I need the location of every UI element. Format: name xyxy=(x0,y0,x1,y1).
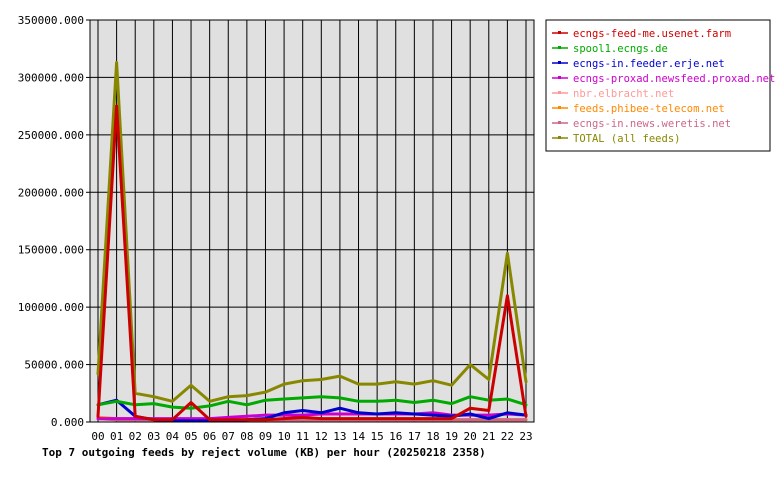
y-tick-label: 50000.000 xyxy=(24,359,84,372)
plot-background xyxy=(90,20,534,422)
x-tick-label: 05 xyxy=(184,430,197,443)
chart-title: Top 7 outgoing feeds by reject volume (K… xyxy=(42,446,486,459)
series-line-7 xyxy=(96,61,528,403)
x-tick-label: 13 xyxy=(333,430,346,443)
x-tick-label: 15 xyxy=(371,430,384,443)
y-tick-label: 250000.000 xyxy=(18,129,84,142)
x-tick-label: 18 xyxy=(426,430,439,443)
x-tick-label: 07 xyxy=(222,430,235,443)
x-tick-label: 06 xyxy=(203,430,216,443)
x-tick-label: 23 xyxy=(519,430,532,443)
x-tick-label: 04 xyxy=(166,430,180,443)
legend-label: feeds.phibee-telecom.net xyxy=(573,103,725,115)
x-tick-label: 10 xyxy=(277,430,290,443)
y-tick-label: 350000.000 xyxy=(18,14,84,27)
y-tick-label: 150000.000 xyxy=(18,244,84,257)
legend-marker xyxy=(558,121,561,124)
x-tick-label: 17 xyxy=(408,430,421,443)
x-tick-label: 14 xyxy=(352,430,366,443)
legend-marker xyxy=(558,46,561,49)
y-tick-label: 300000.000 xyxy=(18,71,84,84)
legend-marker xyxy=(558,91,561,94)
x-tick-label: 16 xyxy=(389,430,402,443)
legend-label: ecngs-in.news.weretis.net xyxy=(573,118,731,130)
legend-marker xyxy=(558,61,561,64)
legend-label: ecngs-feed-me.usenet.farm xyxy=(573,28,731,40)
x-tick-label: 19 xyxy=(445,430,458,443)
x-tick-label: 12 xyxy=(315,430,328,443)
x-tick-label: 22 xyxy=(501,430,514,443)
legend-label: ecngs-proxad.newsfeed.proxad.net xyxy=(573,73,775,85)
y-tick-label: 200000.000 xyxy=(18,186,84,199)
legend-marker xyxy=(558,106,561,109)
x-tick-label: 20 xyxy=(464,430,477,443)
legend-marker xyxy=(558,31,561,34)
plot-frame xyxy=(89,19,535,423)
x-tick-label: 09 xyxy=(259,430,272,443)
legend-label: ecngs-in.feeder.erje.net xyxy=(573,58,725,70)
y-tick-label: 0.000 xyxy=(51,416,84,429)
y-tick-label: 100000.000 xyxy=(18,301,84,314)
x-tick-label: 01 xyxy=(110,430,123,443)
legend-label: nbr.elbracht.net xyxy=(573,88,674,100)
legend-marker xyxy=(558,136,561,139)
x-tick-label: 02 xyxy=(129,430,142,443)
legend-label: TOTAL (all feeds) xyxy=(573,133,680,145)
series-line-1 xyxy=(96,395,528,410)
x-tick-label: 03 xyxy=(147,430,160,443)
x-tick-label: 08 xyxy=(240,430,253,443)
legend-box xyxy=(545,19,771,152)
x-tick-label: 11 xyxy=(296,430,309,443)
legend-label: spool1.ecngs.de xyxy=(573,43,668,55)
legend-marker xyxy=(558,76,561,79)
x-tick-label: 21 xyxy=(482,430,495,443)
x-tick-label: 00 xyxy=(91,430,104,443)
series-line-0 xyxy=(96,104,528,422)
